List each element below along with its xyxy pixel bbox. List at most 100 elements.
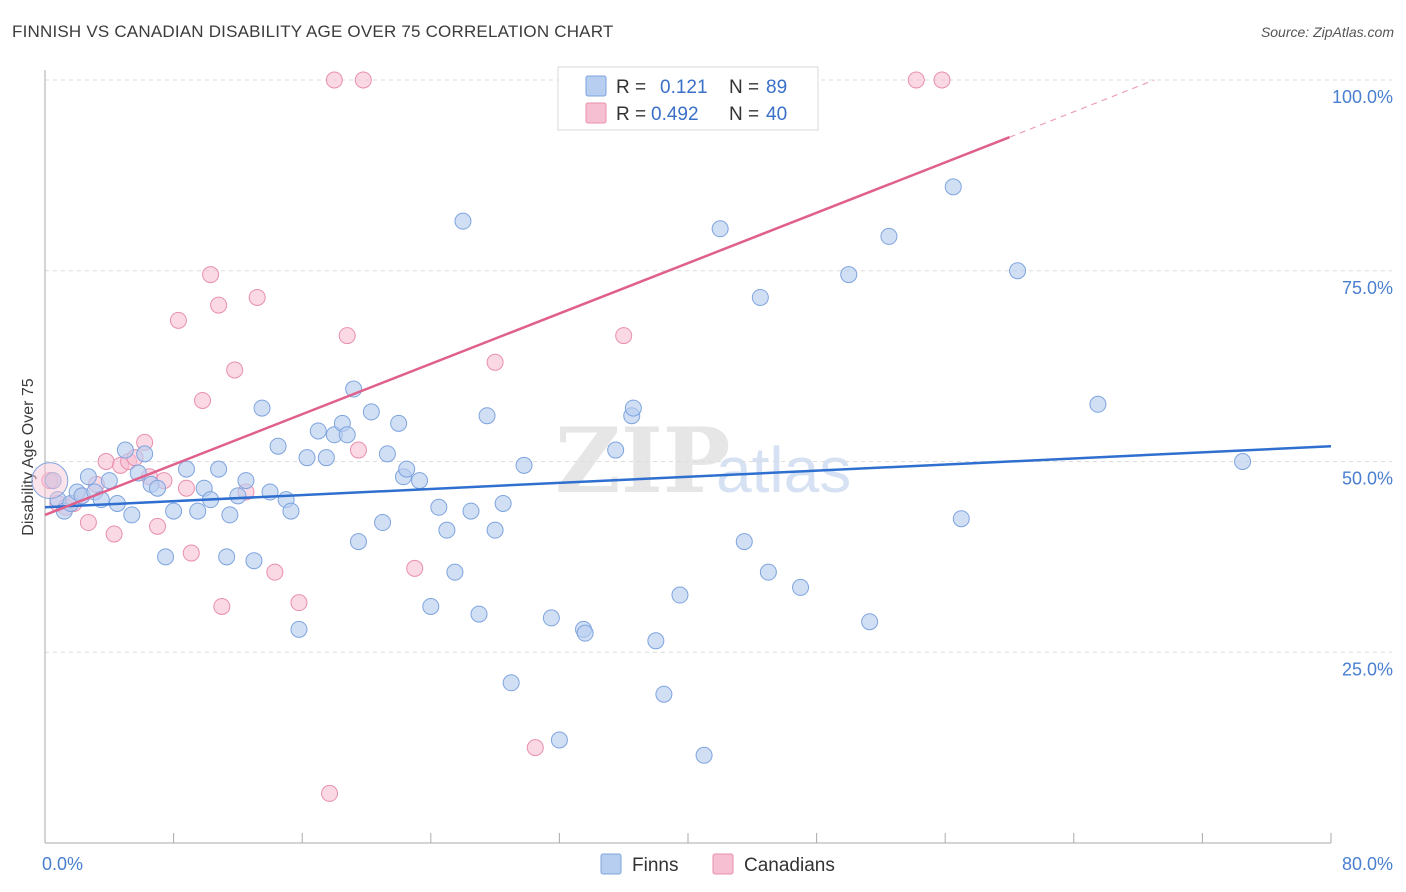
legend-canadians-n-value: 40 [766, 104, 787, 125]
canadians-point-25 [248, 288, 266, 306]
finns-point-68 [624, 399, 642, 417]
legend-canadians-r-label: R = [616, 104, 646, 125]
finns-point-59 [494, 494, 512, 512]
finns-point-28 [245, 552, 263, 570]
finns-point-69 [647, 632, 665, 650]
canadians-point-38 [933, 71, 951, 89]
legend-finns-r-label: R = [616, 77, 646, 98]
finns-point-71 [671, 586, 689, 604]
finns-point-18 [165, 502, 183, 520]
y-axis-label: Disability Age Over 75 [20, 378, 37, 536]
finns-point-57 [478, 407, 496, 425]
y-tick-label-50: 50.0% [1342, 469, 1393, 489]
finns-point-50 [422, 597, 440, 615]
legend-finns-swatch [585, 75, 607, 97]
finns-point-40 [338, 426, 356, 444]
finns-point-81 [944, 178, 962, 196]
canadians-point-27 [290, 594, 308, 612]
finns-point-23 [210, 460, 228, 478]
finns-point-73 [711, 220, 729, 238]
finns-point-44 [374, 514, 392, 532]
finns-trend-line [44, 444, 1332, 509]
finns-point-55 [462, 502, 480, 520]
finns-point-26 [229, 487, 247, 505]
canadians-point-8 [105, 525, 123, 543]
finns-point-49 [411, 472, 429, 490]
finns-point-42 [349, 533, 367, 551]
legend-finns-n-label: N = [729, 77, 759, 98]
finns-point-25 [221, 506, 239, 524]
trend-lines [44, 79, 1332, 517]
finns-point-37 [317, 449, 335, 467]
canadians-point-32 [486, 353, 504, 371]
canadians-point-26 [266, 563, 284, 581]
finns-point-34 [290, 620, 308, 638]
legend-finns-r-value: 0.121 [660, 77, 708, 98]
canadians-point-17 [177, 479, 195, 497]
legend-canadians-n-label: N = [729, 104, 759, 125]
finns-point-83 [1009, 262, 1027, 280]
source-label: Source: ZipAtlas.com [1260, 24, 1394, 40]
finns-points [31, 178, 1252, 764]
y-tick-labels: 25.0% 50.0% 75.0% 100.0% [1332, 87, 1393, 679]
canadians-point-34 [615, 327, 633, 345]
canadians-trend-extension [1009, 79, 1155, 138]
x-tick-max: 80.0% [1342, 854, 1393, 874]
finns-point-31 [269, 437, 287, 455]
chart-title: FINNISH VS CANADIAN DISABILITY AGE OVER … [12, 22, 614, 41]
finns-point-6 [79, 468, 97, 486]
finns-point-33 [282, 502, 300, 520]
canadians-point-7 [97, 453, 115, 470]
finns-point-78 [840, 266, 858, 284]
finns-point-36 [309, 422, 327, 440]
canadians-point-28 [321, 784, 339, 802]
finns-point-56 [470, 605, 488, 623]
finns-point-20 [189, 502, 207, 520]
finns-point-52 [438, 521, 456, 539]
gridlines [45, 79, 1392, 653]
y-tick-label-100: 100.0% [1332, 87, 1393, 107]
finns-point-74 [735, 533, 753, 551]
finns-point-80 [880, 227, 898, 245]
canadians-point-14 [149, 517, 167, 535]
bottom-legend-canadians-swatch [712, 853, 734, 875]
finns-point-12 [123, 506, 141, 524]
finns-point-84 [1089, 395, 1107, 413]
bottom-legend-finns-swatch [600, 853, 622, 875]
finns-point-61 [515, 456, 533, 474]
finns-point-29 [253, 399, 271, 417]
canadians-point-36 [354, 71, 372, 89]
canadians-point-5 [79, 514, 97, 532]
finns-point-63 [550, 731, 568, 749]
canadians-point-16 [169, 311, 187, 329]
canadians-point-29 [338, 327, 356, 345]
finns-point-27 [237, 472, 255, 490]
canadians-point-30 [349, 441, 367, 459]
finns-point-65 [576, 624, 594, 642]
finns-point-85 [1234, 453, 1252, 470]
finns-point-14 [136, 445, 154, 463]
canadians-point-37 [907, 71, 925, 89]
finns-point-77 [792, 578, 810, 596]
y-tick-label-75: 75.0% [1342, 278, 1393, 298]
canadians-trend-line [44, 136, 1010, 517]
finns-point-43 [362, 403, 380, 421]
finns-point-0 [44, 472, 62, 490]
finns-point-24 [218, 548, 236, 566]
finns-point-51 [430, 498, 448, 516]
canadians-point-18 [182, 544, 200, 562]
legend-canadians-r-value: 0.492 [651, 104, 699, 125]
legend-finns-n-value: 89 [766, 77, 787, 98]
finns-point-66 [607, 441, 625, 459]
finns-point-72 [695, 746, 713, 764]
canadians-point-21 [210, 296, 228, 314]
canadians-point-35 [325, 71, 343, 89]
finns-point-35 [298, 449, 316, 467]
canadians-point-19 [194, 391, 212, 409]
stats-legend: R = 0.121 N = 89 R = 0.492 N = 40 [557, 66, 819, 131]
y-tick-label-25: 25.0% [1342, 659, 1393, 679]
x-tick-min: 0.0% [42, 854, 83, 874]
finns-point-46 [390, 414, 408, 432]
series-legend: Finns Canadians [600, 853, 835, 876]
